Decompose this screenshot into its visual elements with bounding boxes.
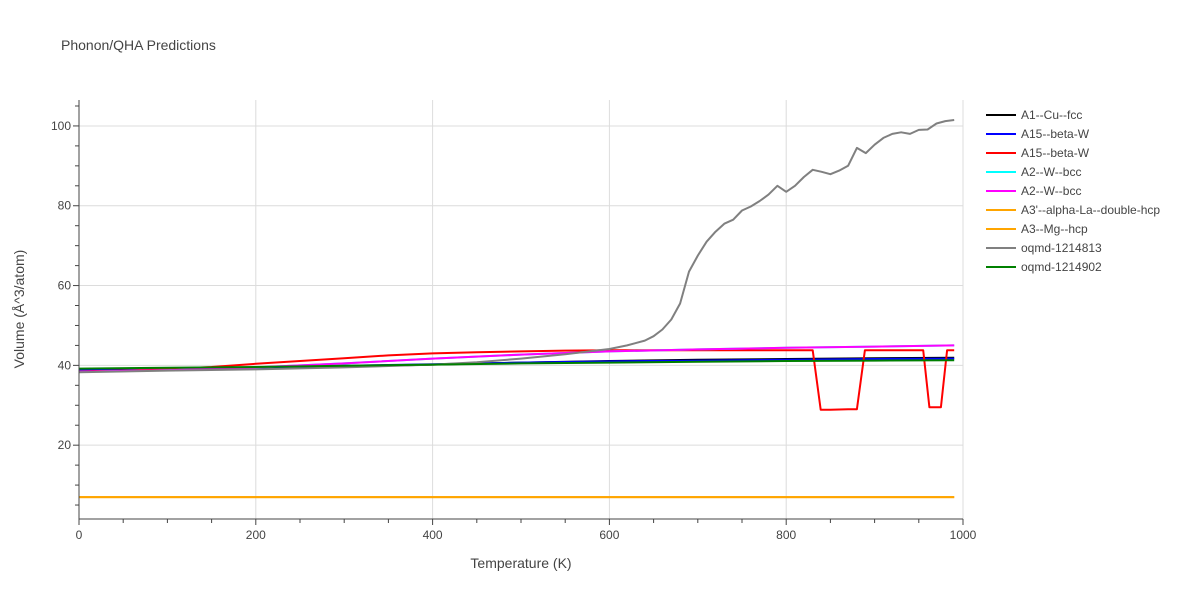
legend-label: oqmd-1214902 [1021,260,1102,274]
x-tick-label: 800 [776,528,796,542]
x-tick-label: 0 [76,528,83,542]
x-axis-title: Temperature (K) [470,555,571,571]
legend-label: A2--W--bcc [1021,165,1081,179]
y-tick-label: 80 [58,199,72,213]
legend-item-1[interactable]: A15--beta-W [986,127,1090,141]
x-tick-label: 200 [246,528,266,542]
legend[interactable]: A1--Cu--fcc A15--beta-W A15--beta-W A2--W--… [986,108,1160,274]
plot-area [78,119,955,499]
legend-item-3[interactable]: A2--W--bcc [986,165,1081,179]
x-tick-label: 1000 [950,528,977,542]
legend-label: A15--beta-W [1021,146,1090,160]
legend-item-5[interactable]: A3'--alpha-La--double-hcp [986,203,1160,217]
y-tick-label: 40 [58,358,72,372]
tick-labels: 0 200 400 600 800 1000 20 40 60 80 100 [51,119,977,542]
legend-item-7[interactable]: oqmd-1214813 [986,241,1102,255]
axes [73,100,964,525]
y-axis-title: Volume (Å^3/atom) [11,250,27,369]
legend-item-2[interactable]: A15--beta-W [986,146,1090,160]
legend-label: A15--beta-W [1021,127,1090,141]
chart-title: Phonon/QHA Predictions [61,37,216,53]
legend-label: A3'--alpha-La--double-hcp [1021,203,1160,217]
legend-item-4[interactable]: A2--W--bcc [986,184,1081,198]
y-tick-label: 60 [58,279,72,293]
y-tick-label: 100 [51,119,71,133]
x-tick-label: 600 [599,528,619,542]
legend-item-8[interactable]: oqmd-1214902 [986,260,1102,274]
legend-label: A2--W--bcc [1021,184,1081,198]
series-line-7 [78,119,955,374]
legend-item-6[interactable]: A3--Mg--hcp [986,222,1088,236]
legend-label: A3--Mg--hcp [1021,222,1088,236]
legend-label: A1--Cu--fcc [1021,108,1082,122]
y-tick-label: 20 [58,438,72,452]
x-tick-label: 400 [423,528,443,542]
series-line-8 [78,359,955,370]
legend-label: oqmd-1214813 [1021,241,1102,255]
series-line-4 [78,344,955,373]
series-line-2 [78,349,955,411]
gridlines [78,100,964,519]
legend-item-0[interactable]: A1--Cu--fcc [986,108,1082,122]
